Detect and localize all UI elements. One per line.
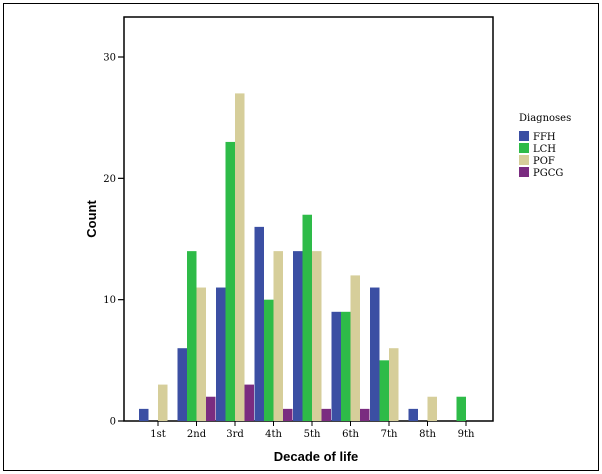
bar-lch-3rd [225,141,235,421]
bar-pof-8th [427,396,437,421]
bar-pof-5th [312,251,322,421]
x-tick-label: 7th [381,429,398,440]
bar-pgcg-2nd [206,396,216,421]
bar-ffh-6th [331,311,341,421]
legend-swatch-pof [519,155,529,165]
legend-label-lch: LCH [533,144,556,155]
x-tick-label: 6th [342,429,359,440]
bar-pgcg-4th [283,408,293,421]
legend-label-pgcg: PGCG [533,168,563,179]
legend-swatch-pgcg [519,167,529,177]
bar-lch-6th [341,311,351,421]
bar-pgcg-3rd [244,384,254,421]
x-tick-label: 5th [304,429,321,440]
y-tick-label: 0 [110,417,116,428]
legend-title: Diagnoses [519,113,571,124]
bar-lch-7th [379,360,389,421]
bar-lch-5th [302,214,312,421]
bar-ffh-2nd [177,348,187,421]
y-tick-label: 30 [103,53,116,64]
bar-ffh-7th [370,287,380,421]
bar-ffh-8th [408,408,418,421]
bar-pgcg-5th [321,408,331,421]
bar-pgcg-6th [360,408,370,421]
y-tick-label: 10 [103,295,116,306]
bar-pof-2nd [196,287,206,421]
x-tick-label: 4th [265,429,282,440]
bar-ffh-3rd [216,287,226,421]
bar-pof-4th [273,251,283,421]
y-axis-title: Count [84,200,99,238]
bar-pof-3rd [235,93,245,422]
y-tick-label: 20 [103,174,116,185]
legend-label-pof: POF [533,156,555,167]
bars-layer [139,93,466,422]
bar-lch-9th [456,396,466,421]
x-tick-label: 1st [150,429,166,440]
y-axis: 0 10 20 30 [103,53,124,428]
x-axis: 1st 2nd 3rd 4th 5th 6th 7th 8th 9th [150,421,475,440]
bar-ffh-4th [254,226,264,421]
bar-lch-2nd [187,251,197,421]
x-axis-title: Decade of life [274,449,359,464]
bar-ffh-5th [293,251,303,421]
x-tick-label: 9th [458,429,475,440]
x-tick-label: 2nd [187,429,207,440]
legend-label-ffh: FFH [533,132,556,143]
bar-ffh-1st [139,408,149,421]
bar-pof-6th [350,275,360,421]
bar-pof-1st [158,384,168,421]
legend-swatch-ffh [519,131,529,141]
x-tick-label: 3rd [226,429,244,440]
bar-pof-7th [389,348,399,421]
x-tick-label: 8th [419,429,436,440]
legend-swatch-lch [519,143,529,153]
bar-lch-4th [264,299,274,421]
